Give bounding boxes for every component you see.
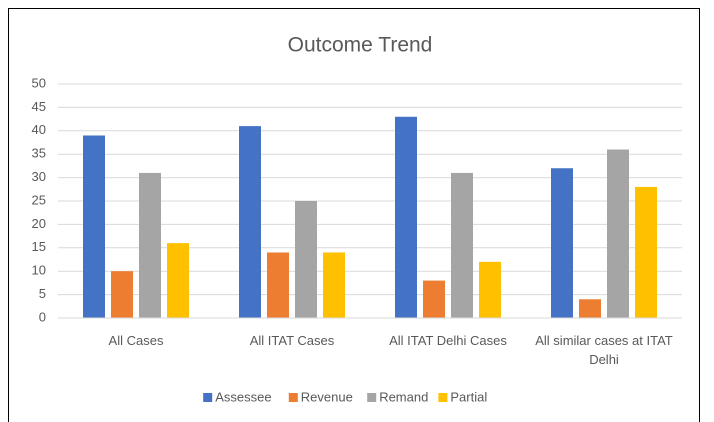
legend-label: Partial xyxy=(450,389,487,404)
y-tick-label: 20 xyxy=(32,216,46,231)
bar xyxy=(139,172,161,318)
y-tick-label: 0 xyxy=(39,309,46,324)
legend-swatch xyxy=(203,393,213,402)
legend-swatch xyxy=(438,393,448,402)
bar xyxy=(239,126,261,319)
y-tick-label: 25 xyxy=(32,192,46,207)
bar xyxy=(395,116,417,318)
y-tick-label: 5 xyxy=(39,286,46,301)
bar xyxy=(323,252,345,318)
y-tick-label: 45 xyxy=(32,99,46,114)
y-tick-label: 40 xyxy=(32,122,46,137)
y-tick-label: 35 xyxy=(32,146,46,161)
legend-label: Revenue xyxy=(301,389,353,404)
bar xyxy=(579,299,601,318)
legend-swatch xyxy=(288,393,298,402)
legend-label: Remand xyxy=(379,389,428,404)
legend-label: Assessee xyxy=(215,389,271,404)
bar xyxy=(167,243,189,318)
bar xyxy=(267,252,289,318)
chart-title: Outcome Trend xyxy=(288,34,433,57)
x-tick-label: All similar cases at ITAT Delhi xyxy=(535,333,673,367)
x-tick-label: All Cases xyxy=(108,333,164,348)
y-tick-label: 50 xyxy=(32,75,46,90)
bar xyxy=(607,149,629,318)
bar xyxy=(479,261,501,318)
bar xyxy=(635,186,657,318)
x-tick-label: All ITAT Delhi Cases xyxy=(389,333,507,348)
bar xyxy=(551,168,573,318)
bar xyxy=(295,201,317,318)
bar xyxy=(83,135,105,318)
legend-swatch xyxy=(367,393,377,402)
bar xyxy=(451,172,473,318)
x-tick-label: All ITAT Cases xyxy=(249,333,335,348)
y-tick-label: 10 xyxy=(32,263,46,278)
y-tick-label: 30 xyxy=(32,169,46,184)
y-tick-label: 15 xyxy=(32,239,46,254)
bar xyxy=(111,271,133,318)
chart-border xyxy=(8,8,700,422)
bar xyxy=(423,280,445,318)
